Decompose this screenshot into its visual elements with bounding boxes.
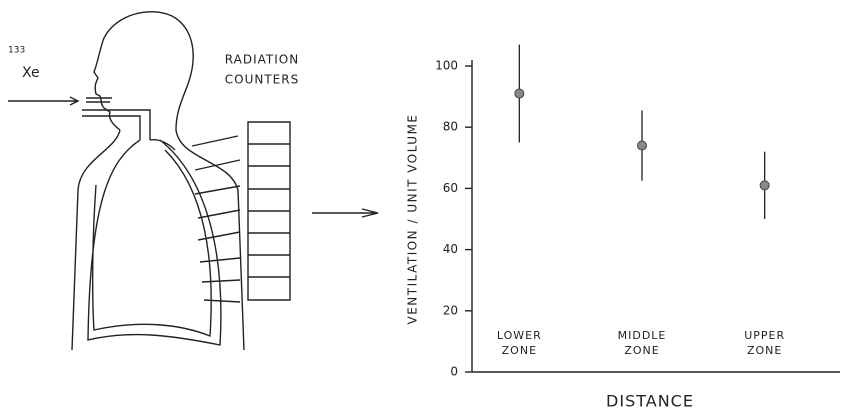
x-tick-label: UPPER ZONE [744,329,786,357]
counters-label: COUNTERS [225,73,299,87]
y-tick-label: 20 [443,303,458,317]
y-tick-label: 60 [443,181,458,195]
body-diagram [8,11,379,351]
point [637,140,647,151]
counters-label: RADIATION [225,53,299,67]
point [759,180,770,191]
x-tick-label: LOWER ZONE [496,329,542,357]
y-tick-label: 80 [443,120,458,134]
y-axis-title: VENTILATION / UNIT VOLUME [406,113,420,324]
point [514,88,525,99]
x-tick-label: MIDDLE ZONE [617,329,667,357]
isotope: Xe [22,65,40,81]
y-tick-label: 0 [450,365,458,379]
y-tick-label: 40 [443,242,458,256]
isotope-mass: 133 [8,46,25,56]
y-tick-label: 100 [435,59,458,73]
x-axis-title: DISTANCE [606,392,694,411]
